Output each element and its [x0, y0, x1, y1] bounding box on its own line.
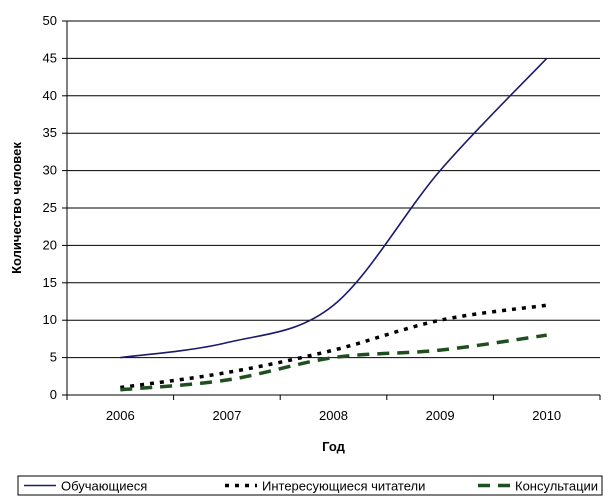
y-tick-label: 25 [43, 200, 57, 215]
y-tick-label: 10 [43, 312, 57, 327]
x-axis-title: Год [322, 439, 345, 454]
legend-box [17, 475, 603, 496]
legend-label-2: Интересующиеся читатели [262, 479, 425, 494]
x-tick-label: 2006 [106, 408, 135, 423]
series-lines [120, 57, 548, 392]
series-line-2 [120, 303, 547, 390]
x-tick-label: 2007 [212, 408, 241, 423]
x-tick-label: 2009 [426, 408, 455, 423]
series-line-1 [120, 57, 548, 359]
y-tick-label: 30 [43, 163, 57, 178]
x-tick-label: 2008 [319, 408, 348, 423]
y-axis-ticks: 0 5 10 15 20 25 30 35 40 45 50 [43, 13, 67, 402]
y-tick-label: 0 [50, 387, 57, 402]
y-tick-label: 15 [43, 275, 57, 290]
x-tick-label: 2010 [532, 408, 561, 423]
series-line-3 [120, 333, 547, 392]
y-tick-label: 40 [43, 88, 57, 103]
y-tick-label: 50 [43, 13, 57, 28]
x-axis-ticks: 2006 2007 2008 2009 2010 [66, 395, 601, 423]
legend-label-3: Консультации [515, 479, 598, 494]
y-tick-label: 20 [43, 237, 57, 252]
legend: Обучающиеся Интересующиеся читатели Консул… [17, 475, 603, 496]
gridlines [67, 20, 600, 359]
legend-label-1: Обучающиеся [61, 479, 147, 494]
y-tick-label: 45 [43, 50, 57, 65]
y-axis-title: Количество человек [9, 142, 24, 274]
y-tick-label: 5 [50, 350, 57, 365]
y-tick-label: 35 [43, 125, 57, 140]
